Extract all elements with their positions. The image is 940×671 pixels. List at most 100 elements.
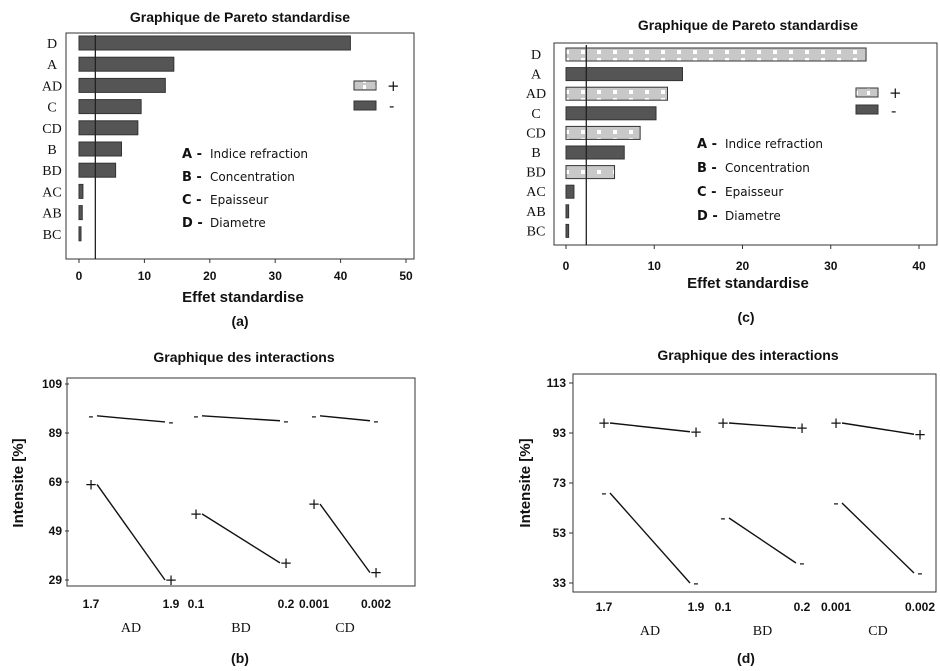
x-tick-label: 30 [269, 269, 283, 283]
facet-labels: 1.7 1.9 AD 0.1 0.2 BD 0.001 0.002 CD [596, 600, 936, 639]
category-labels: DA AD C CD B BD AC AB BC [42, 37, 62, 243]
category-label: AC [526, 185, 545, 200]
legend: + - [353, 77, 400, 115]
x-tick-label: 10 [648, 259, 662, 273]
legend-minus-label: - [389, 97, 394, 115]
bar [565, 204, 570, 219]
y-tick-label: 33 [553, 576, 567, 590]
plus-marker: + [165, 571, 178, 589]
facet-labels: 1.7 1.9 AD 0.1 0.2 BD 0.001 0.002 CD [83, 597, 392, 636]
facet-label: AD [121, 621, 141, 636]
y-tick-label: 29 [49, 573, 63, 587]
plus-marker: + [308, 495, 321, 513]
bar [565, 223, 570, 238]
facet-label: CD [868, 624, 887, 639]
x-tick-label: 10 [138, 269, 152, 283]
interaction-lines: - - + + - - + + - - + + [85, 407, 383, 589]
category-label: B [531, 146, 540, 161]
factor-code: D - [697, 209, 718, 224]
x-tick-label: 0 [563, 259, 570, 273]
legend-plus-label: + [387, 77, 400, 95]
bar [78, 77, 166, 93]
x-tick-label: 20 [203, 269, 217, 283]
plus-marker: + [190, 505, 203, 523]
plus-marker: + [85, 475, 98, 493]
facet-label: CD [335, 621, 354, 636]
x-tick-label: 40 [334, 269, 348, 283]
x-tick-label: 50 [399, 269, 413, 283]
y-tick-label: 89 [49, 426, 63, 440]
factor-name: Epaisseur [210, 193, 268, 207]
factor-name: Concentration [210, 170, 295, 184]
plot-frame [553, 42, 938, 246]
legend-swatch-minus [855, 104, 879, 115]
level-label: 0.2 [794, 600, 811, 614]
plus-marker: + [796, 419, 809, 437]
bar [565, 67, 683, 82]
interaction-lines: + + - - + + - - + + - - [598, 414, 927, 592]
level-label: 1.7 [83, 597, 100, 611]
plot-frame [572, 373, 937, 593]
factor-name: Indice refraction [210, 147, 308, 161]
factor-name: Concentration [725, 161, 810, 175]
x-ticks: 0 10 20 30 40 [563, 245, 926, 273]
bar [78, 183, 84, 199]
chart-title: Graphique de Pareto standardise [638, 17, 858, 33]
category-label: B [47, 143, 56, 158]
bar [78, 99, 142, 115]
factor-code: B - [182, 170, 202, 185]
minus-marker: - [283, 412, 288, 430]
bar [78, 141, 123, 157]
bar [565, 145, 625, 160]
level-label: 1.7 [596, 600, 613, 614]
level-label: 0.1 [715, 600, 732, 614]
y-tick-label: 73 [553, 476, 567, 490]
legend-minus-label: - [891, 102, 896, 120]
legend-swatch-plus [353, 80, 377, 91]
factor-name: Diametre [725, 209, 781, 223]
minus-marker: - [799, 554, 804, 572]
x-tick-label: 30 [824, 259, 838, 273]
y-tick-label: 93 [553, 426, 567, 440]
level-label: 0.001 [299, 597, 329, 611]
category-label: AB [42, 207, 61, 222]
category-label: CD [526, 126, 545, 141]
y-ticks: 29 49 69 89 109 [42, 377, 69, 587]
level-label: 0.1 [188, 597, 205, 611]
category-label: C [531, 107, 540, 122]
minus-marker: - [917, 564, 922, 582]
facet-label: BD [753, 624, 772, 639]
x-axis-label: Effet standardise [182, 289, 304, 306]
chart-title: Graphique des interactions [657, 347, 838, 363]
plus-marker: + [717, 414, 730, 432]
legend-plus-label: + [889, 84, 902, 102]
y-ticks: 33 53 73 93 113 [547, 376, 573, 590]
bar [78, 162, 117, 178]
category-label: AD [526, 87, 546, 102]
caption: (c) [737, 309, 754, 325]
level-label: 0.002 [361, 597, 391, 611]
plus-marker: + [830, 414, 843, 432]
interaction-line [609, 422, 691, 433]
category-label: BC [527, 224, 546, 239]
category-label: AB [526, 205, 545, 220]
bar [565, 165, 616, 180]
bars [78, 35, 351, 242]
factor-code: D - [182, 216, 203, 231]
interaction-chart-d: Graphique des interactions Intensite [%]… [517, 347, 937, 666]
factor-key: A - Indice refraction B - Concentration C - E… [182, 147, 308, 231]
chart-title: Graphique des interactions [153, 349, 334, 365]
plus-marker: + [280, 554, 293, 572]
category-label: A [47, 58, 58, 73]
level-label: 0.2 [278, 597, 295, 611]
minus-marker: - [168, 413, 173, 431]
level-label: 0.002 [905, 600, 935, 614]
factor-name: Epaisseur [725, 185, 783, 199]
x-axis-label: Effet standardise [687, 275, 809, 292]
interaction-line [201, 415, 281, 422]
interaction-line [201, 513, 281, 564]
bar [78, 56, 175, 72]
factor-code: C - [697, 185, 716, 200]
caption: (b) [231, 650, 249, 666]
